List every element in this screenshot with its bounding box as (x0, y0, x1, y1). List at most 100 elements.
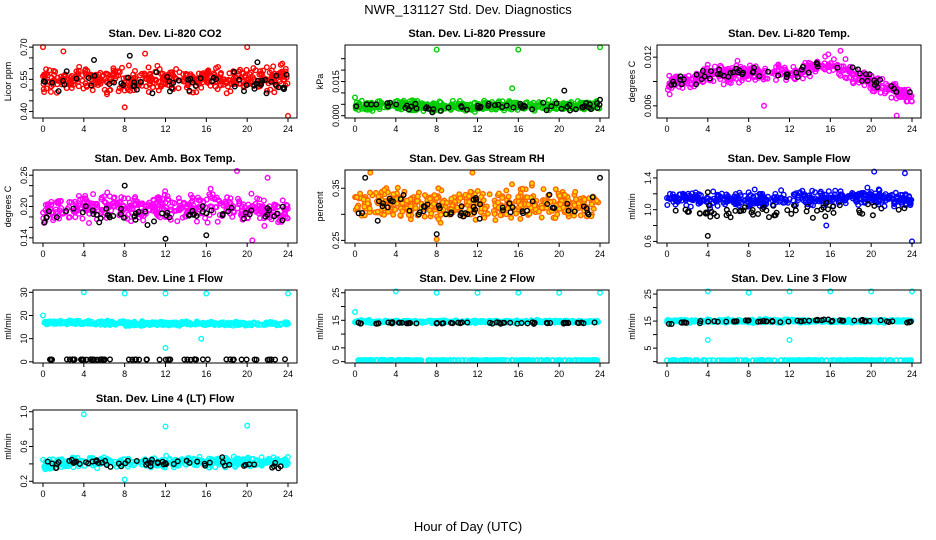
data-point (120, 81, 127, 88)
data-point (597, 174, 604, 181)
x-tick-label: 16 (825, 124, 835, 134)
data-point (509, 181, 516, 188)
data-point (557, 201, 564, 208)
data-point (428, 210, 435, 217)
data-point (49, 79, 56, 86)
data-point (118, 64, 125, 71)
x-tick-label: 4 (705, 124, 710, 134)
data-point (901, 205, 908, 212)
data-point (906, 89, 913, 96)
data-point (162, 199, 169, 206)
x-tick-label: 12 (160, 124, 170, 134)
data-point (597, 96, 604, 103)
data-point (250, 319, 257, 326)
data-point (156, 195, 163, 202)
data-point (219, 210, 226, 217)
data-point (202, 215, 209, 222)
data-point (597, 289, 604, 296)
data-point (495, 190, 502, 197)
data-point (877, 76, 884, 83)
data-point (505, 193, 512, 200)
data-point (103, 91, 110, 98)
x-tick-label: 4 (705, 249, 710, 259)
data-point (706, 75, 713, 82)
data-point (390, 191, 397, 198)
x-tick-label: 0 (664, 369, 669, 379)
data-point (790, 63, 797, 70)
data-point (668, 81, 675, 88)
data-point (267, 86, 274, 93)
data-point (680, 76, 687, 83)
data-point (520, 210, 527, 217)
data-point (457, 212, 464, 219)
data-point (40, 86, 47, 93)
data-point (509, 204, 516, 211)
data-point (460, 213, 467, 220)
data-point (517, 201, 524, 208)
data-point (544, 200, 551, 207)
data-point (825, 64, 832, 71)
data-point (515, 46, 522, 53)
x-tick-label: 20 (554, 369, 564, 379)
data-point (367, 169, 374, 176)
data-point (897, 357, 904, 364)
data-point (69, 81, 76, 88)
data-point (231, 83, 238, 90)
data-point (485, 102, 492, 109)
data-point (46, 208, 53, 215)
data-point (164, 73, 171, 80)
data-point (546, 191, 553, 198)
data-point (677, 73, 684, 80)
data-point (273, 72, 280, 79)
data-point (118, 205, 125, 212)
data-point (264, 174, 271, 181)
data-point (284, 215, 291, 222)
panel-title: Stan. Dev. Line 2 Flow (419, 273, 535, 285)
data-point (131, 195, 138, 202)
data-point (131, 67, 138, 74)
data-point (381, 186, 388, 193)
data-point (120, 214, 127, 221)
data-point (822, 213, 829, 220)
data-point (142, 50, 149, 57)
data-point (90, 210, 97, 217)
x-tick-label: 8 (122, 124, 127, 134)
data-point (756, 73, 763, 80)
data-point (199, 208, 206, 215)
data-point (176, 198, 183, 205)
data-point (809, 187, 816, 194)
data-point (248, 190, 255, 197)
x-tick-label: 20 (554, 124, 564, 134)
data-point (203, 232, 210, 239)
data-point (589, 194, 596, 201)
y-axis-label: percent (315, 191, 325, 222)
data-point (786, 337, 793, 344)
data-point (814, 207, 821, 214)
data-point (207, 193, 214, 200)
x-tick-label: 16 (825, 369, 835, 379)
data-point (414, 193, 421, 200)
data-point (93, 211, 100, 218)
series-hourly (47, 356, 289, 363)
x-tick-label: 16 (513, 369, 523, 379)
data-point (70, 207, 77, 214)
data-point (92, 200, 99, 207)
data-point (830, 66, 837, 73)
data-point (225, 208, 232, 215)
x-tick-label: 12 (472, 124, 482, 134)
data-point (106, 212, 113, 219)
data-point (503, 102, 510, 109)
data-point (52, 68, 59, 75)
data-point (814, 61, 821, 68)
panel-title: Stan. Dev. Gas Stream RH (409, 153, 545, 165)
data-point (522, 103, 529, 110)
data-point (403, 197, 410, 204)
data-point (63, 68, 70, 75)
data-point (117, 211, 124, 218)
data-point (571, 208, 578, 215)
y-axis-label: ml/min (627, 193, 637, 220)
data-point (413, 105, 420, 112)
x-tick-label: 20 (242, 249, 252, 259)
data-point (554, 211, 561, 218)
